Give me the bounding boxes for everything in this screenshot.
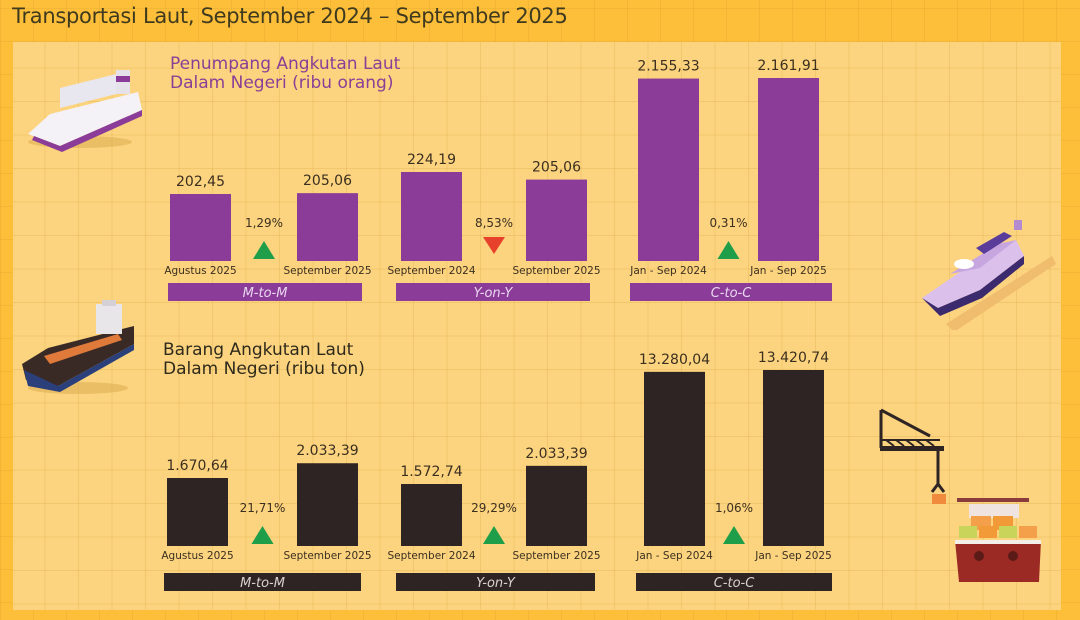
value-label-0-2-1: 2.161,91 — [757, 58, 819, 74]
bar-0-1-0 — [401, 172, 462, 261]
comparison-strip-0-0 — [168, 283, 362, 301]
change-label-0-1: 8,53% — [475, 216, 513, 230]
category-label-0-0-0: Agustus 2025 — [164, 265, 236, 277]
passenger-title-line-2: Dalam Negeri (ribu orang) — [170, 73, 394, 93]
category-label-0-1-1: September 2025 — [512, 265, 600, 277]
comparison-strip-1-1 — [396, 573, 595, 591]
container-ship-icon — [955, 498, 1041, 582]
bar-1-2-1 — [763, 370, 824, 546]
goods-title-line-1: Barang Angkutan Laut — [163, 340, 354, 360]
goods-title-line-2: Dalam Negeri (ribu ton) — [163, 359, 365, 379]
comparison-label-1-2: C-to-C — [714, 576, 756, 591]
bar-0-2-0 — [638, 78, 699, 261]
port-crane-icon — [879, 408, 946, 504]
change-label-0-2: 0,31% — [709, 216, 747, 230]
value-label-1-0-1: 2.033,39 — [296, 443, 358, 459]
category-label-1-0-1: September 2025 — [283, 550, 371, 562]
comparison-label-1-1: Y-on-Y — [476, 576, 516, 591]
value-label-1-2-0: 13.280,04 — [639, 352, 710, 368]
change-up-arrow-0-2 — [717, 241, 740, 259]
change-up-arrow-1-0 — [251, 526, 274, 544]
bar-0-1-1 — [526, 179, 587, 261]
category-label-1-1-1: September 2025 — [512, 550, 600, 562]
comparison-label-0-1: Y-on-Y — [474, 286, 514, 301]
change-label-1-1: 29,29% — [471, 501, 517, 515]
category-label-0-2-0: Jan - Sep 2024 — [629, 265, 707, 277]
value-label-0-1-1: 205,06 — [532, 160, 581, 176]
bar-0-0-0 — [170, 194, 231, 261]
category-label-1-2-1: Jan - Sep 2025 — [754, 550, 832, 562]
category-label-1-2-0: Jan - Sep 2024 — [635, 550, 713, 562]
change-up-arrow-1-2 — [723, 526, 745, 544]
category-label-1-0-0: Agustus 2025 — [161, 550, 233, 562]
passenger-ship-icon — [28, 70, 142, 152]
page-title: Transportasi Laut, September 2024 – Sept… — [12, 4, 568, 28]
category-label-0-0-1: September 2025 — [283, 265, 371, 277]
comparison-strip-1-0 — [164, 573, 361, 591]
category-label-1-1-0: September 2024 — [387, 550, 475, 562]
change-up-arrow-0-0 — [253, 241, 275, 259]
category-label-0-1-0: September 2024 — [387, 265, 475, 277]
goods-section-title: Barang Angkutan Laut Dalam Negeri (ribu … — [163, 341, 365, 379]
passenger-title-line-1: Penumpang Angkutan Laut — [170, 54, 401, 74]
comparison-label-1-0: M-to-M — [240, 576, 285, 591]
value-label-0-0-0: 202,45 — [176, 174, 225, 190]
bar-1-1-0 — [401, 484, 462, 546]
comparison-label-0-0: M-to-M — [243, 286, 288, 301]
cargo-ship-icon — [22, 300, 134, 394]
cruise-ship-icon — [922, 220, 1056, 330]
comparison-strip-1-2 — [636, 573, 832, 591]
comparison-label-0-2: C-to-C — [711, 286, 753, 301]
change-down-arrow-0-1 — [483, 237, 505, 254]
comparison-strip-0-1 — [396, 283, 590, 301]
value-label-1-1-0: 1.572,74 — [400, 464, 462, 480]
change-label-1-0: 21,71% — [240, 501, 286, 515]
value-label-1-2-1: 13.420,74 — [758, 350, 829, 366]
passenger-section-title: Penumpang Angkutan Laut Dalam Negeri (ri… — [170, 55, 400, 93]
bar-0-0-1 — [297, 193, 358, 261]
bar-1-0-0 — [167, 478, 228, 546]
change-up-arrow-1-1 — [483, 526, 505, 544]
value-label-1-0-0: 1.670,64 — [166, 458, 228, 474]
bar-1-0-1 — [297, 463, 358, 546]
value-label-0-1-0: 224,19 — [407, 152, 456, 168]
bar-1-1-1 — [526, 465, 587, 546]
value-label-0-0-1: 205,06 — [303, 173, 352, 189]
comparison-strip-0-2 — [630, 283, 832, 301]
value-label-1-1-1: 2.033,39 — [525, 446, 587, 462]
bar-0-2-1 — [758, 78, 819, 261]
category-label-0-2-1: Jan - Sep 2025 — [749, 265, 827, 277]
bar-1-2-0 — [644, 371, 705, 546]
change-label-0-0: 1,29% — [245, 216, 283, 230]
change-label-1-2: 1,06% — [715, 501, 753, 515]
value-label-0-2-0: 2.155,33 — [637, 59, 699, 75]
